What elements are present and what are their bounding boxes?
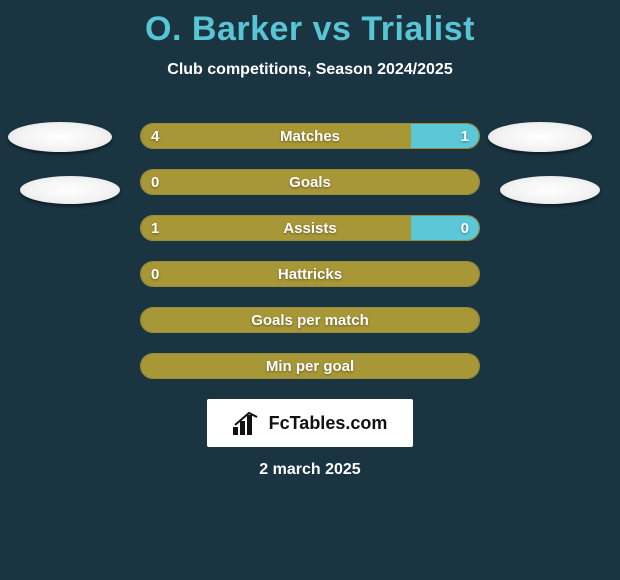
stat-bar: 41Matches	[140, 123, 480, 149]
stat-row: Min per goal	[0, 353, 620, 379]
brand-logo-text: FcTables.com	[269, 413, 388, 434]
stat-value-left: 4	[151, 124, 159, 148]
date-label: 2 march 2025	[0, 461, 620, 479]
stat-bar: Goals per match	[140, 307, 480, 333]
stat-value-left: 0	[151, 170, 159, 194]
stat-bar: 0Goals	[140, 169, 480, 195]
comparison-card: O. Barker vs Trialist Club competitions,…	[0, 0, 620, 580]
brand-logo[interactable]: FcTables.com	[207, 399, 413, 447]
stat-bar: 10Assists	[140, 215, 480, 241]
stat-bar-left	[141, 354, 480, 378]
stat-bar-left	[141, 216, 413, 240]
fctables-icon	[233, 411, 263, 435]
stat-bar: Min per goal	[140, 353, 480, 379]
stat-bar-left	[141, 124, 413, 148]
comparison-chart: 41Matches0Goals10Assists0HattricksGoals …	[0, 123, 620, 379]
stat-bar-left	[141, 170, 480, 194]
stat-value-right: 0	[461, 216, 469, 240]
team-badge-left	[8, 122, 112, 152]
stat-row: 10Assists	[0, 215, 620, 241]
team-badge-right-2	[500, 176, 600, 204]
stat-bar-left	[141, 308, 480, 332]
stat-value-left: 0	[151, 262, 159, 286]
stat-row: 0Hattricks	[0, 261, 620, 287]
stat-value-right: 1	[461, 124, 469, 148]
team-badge-left-2	[20, 176, 120, 204]
stat-bar-left	[141, 262, 480, 286]
team-badge-right	[488, 122, 592, 152]
stat-value-left: 1	[151, 216, 159, 240]
stat-row: Goals per match	[0, 307, 620, 333]
page-title: O. Barker vs Trialist	[0, 0, 620, 49]
subtitle: Club competitions, Season 2024/2025	[0, 61, 620, 79]
stat-bar: 0Hattricks	[140, 261, 480, 287]
